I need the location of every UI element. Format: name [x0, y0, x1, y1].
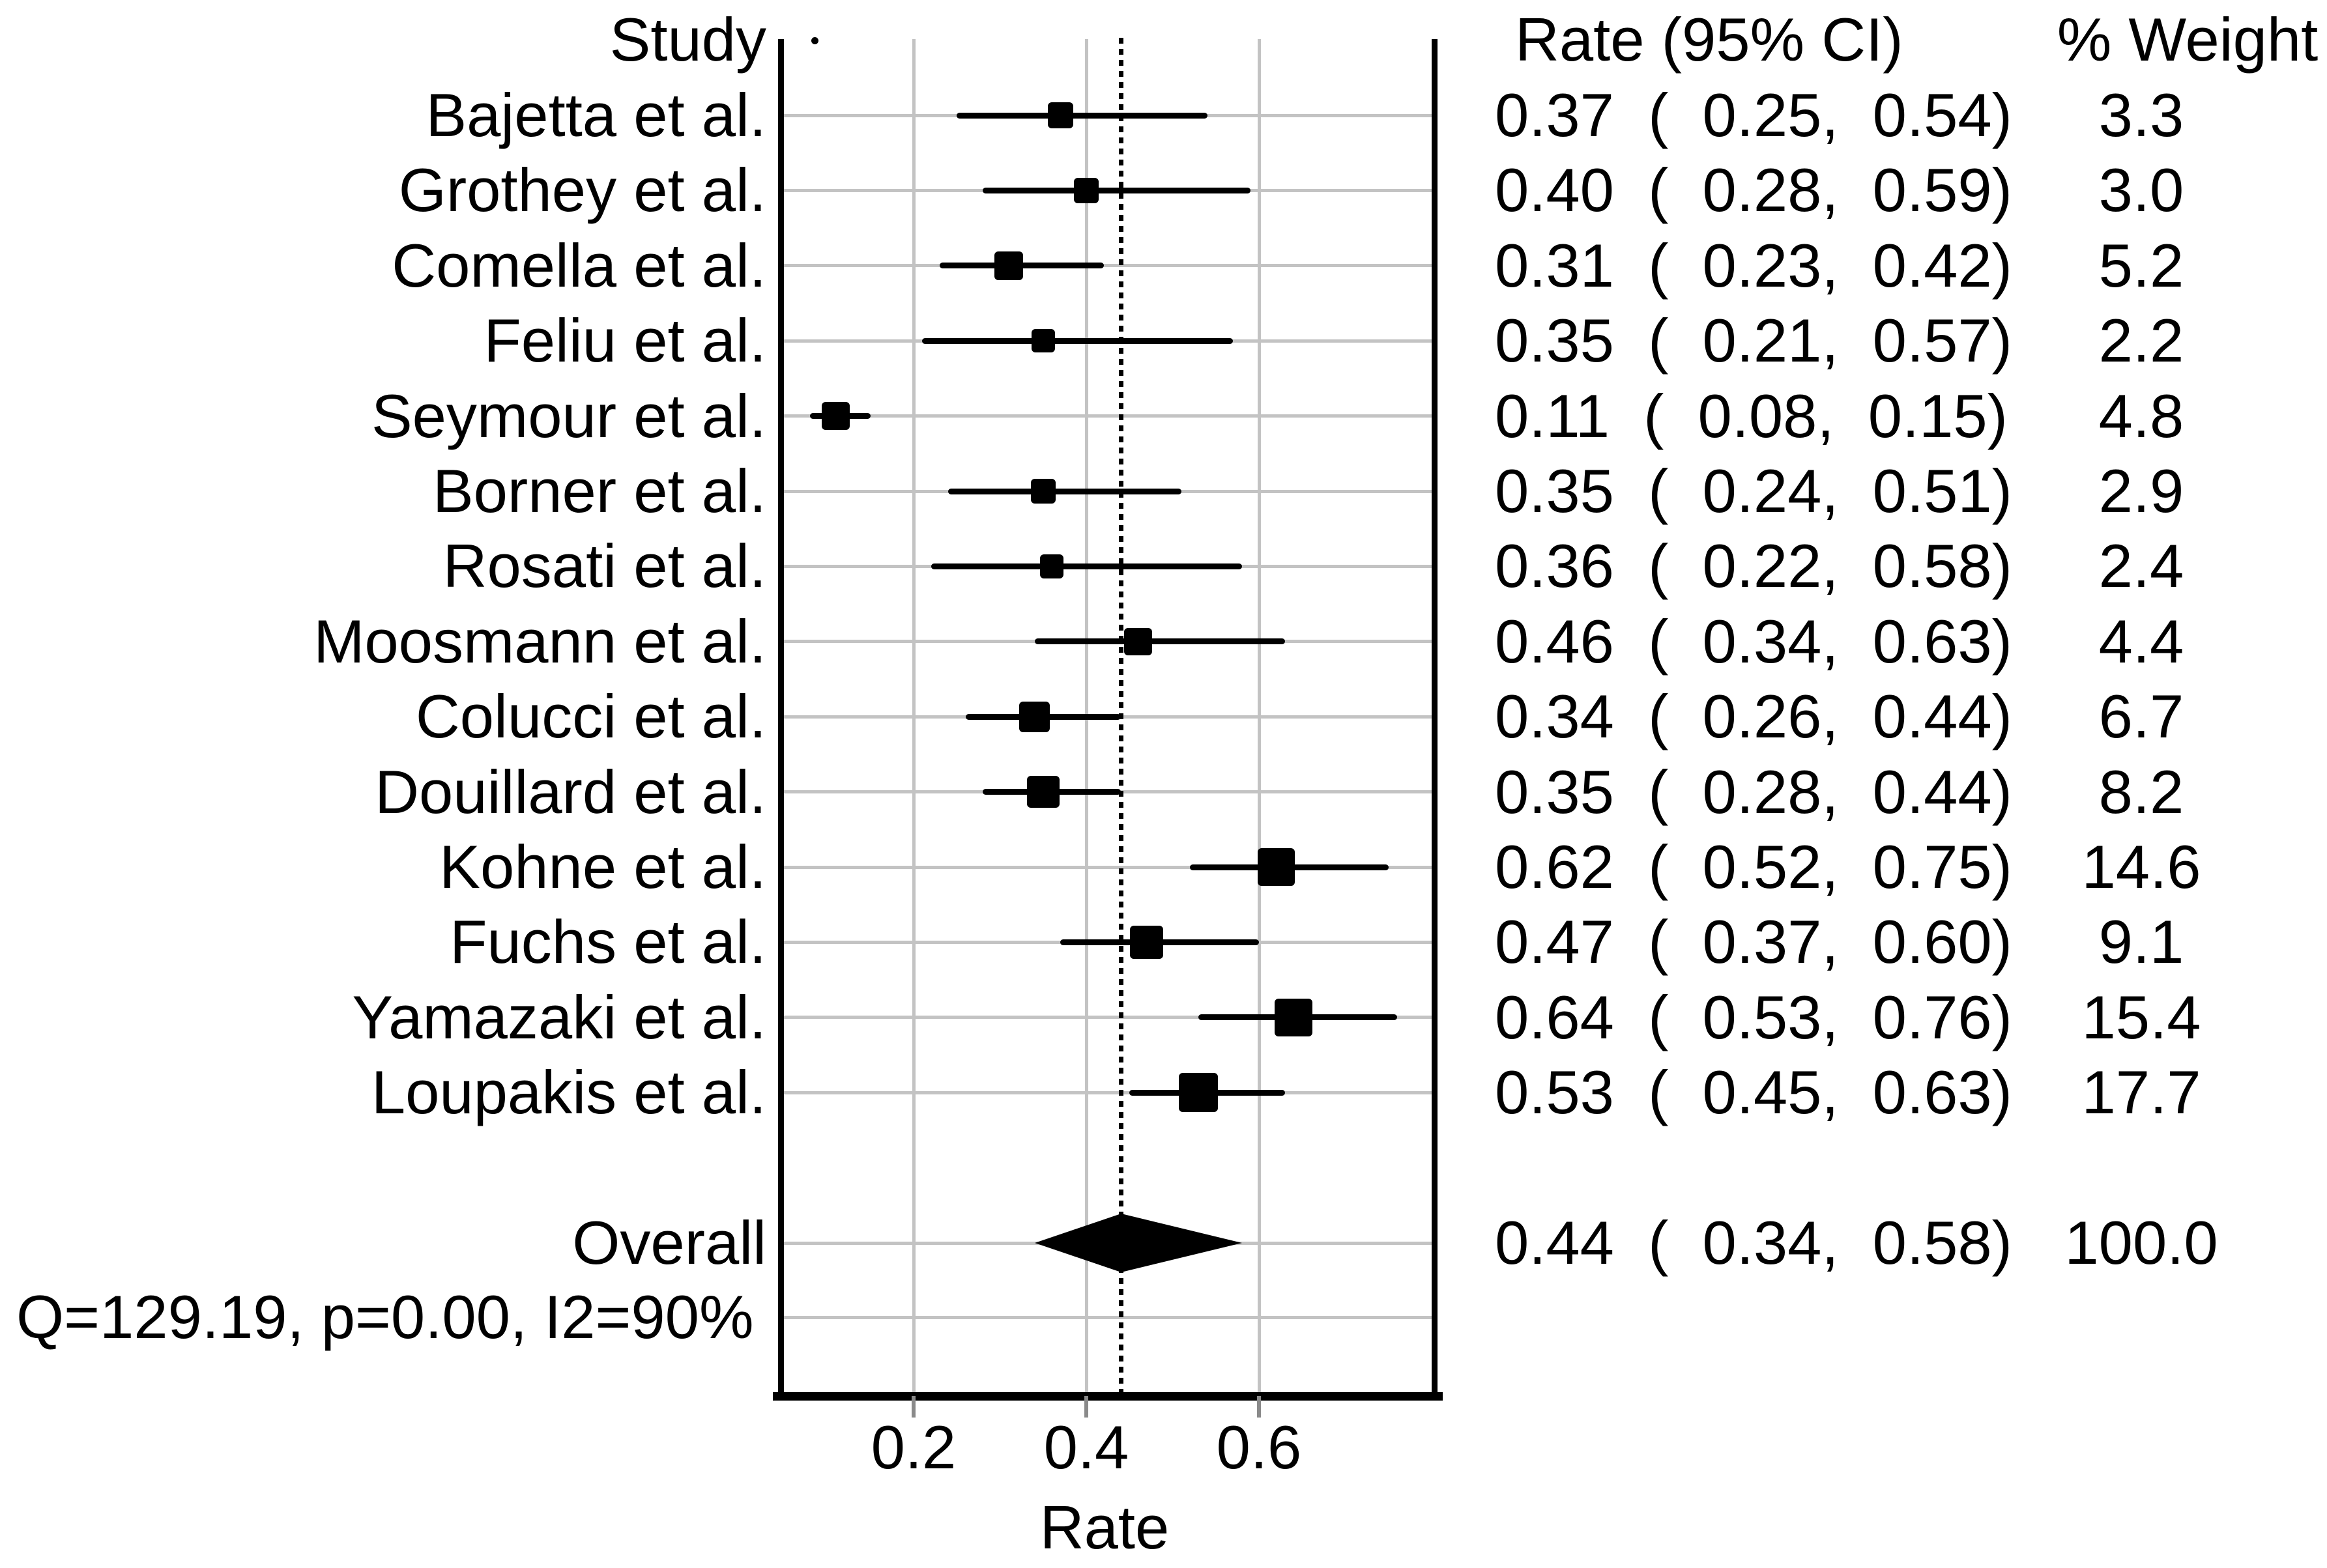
x-tick-mark: [1257, 1396, 1261, 1418]
rate-ci-value: 0.62 ( 0.52, 0.75): [1495, 833, 2012, 901]
weight-value: 15.4: [2081, 982, 2201, 1051]
plot-right-border: [1432, 39, 1438, 1396]
x-tick-mark: [1084, 1396, 1088, 1418]
effect-square: [1026, 775, 1060, 808]
weight-column-header: % Weight: [2057, 5, 2319, 74]
rate-ci-value: 0.34 ( 0.26, 0.44): [1495, 682, 2012, 751]
plot-left-border: [778, 39, 784, 1396]
overall-diamond: [1034, 1214, 1242, 1272]
x-tick-mark: [912, 1396, 916, 1418]
study-label: Moosmann et al.: [313, 606, 766, 676]
weight-value: 14.6: [2081, 833, 2201, 901]
weight-value: 5.2: [2098, 231, 2184, 300]
rate-ci-column-header: Rate (95% CI): [1515, 5, 1903, 74]
rate-ci-value: 0.37 ( 0.25, 0.54): [1495, 81, 2012, 149]
weight-value: 4.4: [2098, 606, 2184, 676]
rate-ci-value: 0.64 ( 0.53, 0.76): [1495, 982, 2012, 1051]
weight-value: 2.4: [2098, 532, 2184, 601]
study-label: Yamazaki et al.: [352, 982, 766, 1051]
weight-value: 4.8: [2098, 381, 2184, 450]
study-label: Loupakis et al.: [371, 1058, 766, 1127]
rate-ci-value: 0.31 ( 0.23, 0.42): [1495, 231, 2012, 300]
x-axis-line: [773, 1392, 1443, 1401]
overall-rate-ci-value: 0.44 ( 0.34, 0.58): [1495, 1208, 2012, 1277]
weight-value: 3.3: [2098, 81, 2184, 149]
effect-square: [1019, 701, 1050, 732]
row-gridline: [781, 1090, 1434, 1094]
rate-ci-value: 0.35 ( 0.24, 0.51): [1495, 457, 2012, 525]
rate-ci-value: 0.40 ( 0.28, 0.59): [1495, 156, 2012, 225]
rate-ci-value: 0.11 ( 0.08, 0.15): [1495, 381, 2008, 450]
row-gridline: [781, 414, 1434, 418]
ci-line: [983, 187, 1250, 193]
x-gridline: [912, 39, 916, 1396]
overall-weight-value: 100.0: [2064, 1208, 2218, 1277]
overall-label: Overall: [572, 1208, 766, 1277]
effect-square: [1257, 848, 1295, 886]
study-label: Colucci et al.: [415, 682, 766, 751]
study-label: Borner et al.: [432, 457, 766, 525]
weight-value: 2.2: [2098, 306, 2184, 375]
heterogeneity-stats: Q=129.19, p=0.00, I2=90%: [16, 1283, 754, 1351]
effect-square: [822, 401, 850, 431]
rate-ci-value: 0.47 ( 0.37, 0.60): [1495, 907, 2012, 976]
study-label: Bajetta et al.: [426, 81, 766, 149]
study-label: Rosati et al.: [442, 532, 766, 601]
rate-ci-value: 0.53 ( 0.45, 0.63): [1495, 1058, 2012, 1127]
ci-line: [1034, 638, 1285, 645]
effect-square: [994, 251, 1023, 280]
ci-line: [957, 112, 1207, 119]
weight-value: 9.1: [2098, 907, 2184, 976]
x-tick-label-0.4: 0.4: [1043, 1413, 1129, 1481]
study-label: Comella et al.: [392, 231, 766, 300]
x-tick-label-0.6: 0.6: [1216, 1413, 1302, 1481]
x-axis-label: Rate: [1039, 1493, 1170, 1561]
effect-square: [1039, 554, 1064, 578]
ci-line: [931, 563, 1242, 569]
ci-line: [922, 337, 1234, 344]
effect-square: [1073, 178, 1099, 203]
effect-square: [1047, 102, 1073, 128]
rate-ci-value: 0.46 ( 0.34, 0.63): [1495, 606, 2012, 676]
study-label: Kohne et al.: [439, 833, 766, 901]
study-label: Grothey et al.: [398, 156, 766, 225]
effect-square: [1031, 329, 1055, 353]
weight-value: 17.7: [2081, 1058, 2201, 1127]
row-gridline: [781, 1315, 1434, 1319]
weight-value: 3.0: [2098, 156, 2184, 225]
x-tick-label-0.2: 0.2: [871, 1413, 957, 1481]
effect-square: [1030, 478, 1056, 504]
effect-square: [1179, 1073, 1219, 1113]
rate-ci-value: 0.35 ( 0.21, 0.57): [1495, 306, 2012, 375]
x-gridline: [1257, 39, 1261, 1396]
effect-square: [1124, 627, 1152, 655]
weight-value: 8.2: [2098, 757, 2184, 826]
row-gridline: [781, 1016, 1434, 1019]
rate-ci-value: 0.36 ( 0.22, 0.58): [1495, 532, 2012, 601]
study-label: Seymour et al.: [371, 381, 766, 450]
weight-value: 6.7: [2098, 682, 2184, 751]
overall-reference-line: [1118, 38, 1123, 1396]
rate-ci-value: 0.35 ( 0.28, 0.44): [1495, 757, 2012, 826]
ci-line: [948, 488, 1181, 494]
effect-square: [1274, 998, 1312, 1036]
study-label: Douillard et al.: [375, 757, 766, 826]
study-column-header: Study: [609, 5, 766, 74]
row-gridline: [781, 865, 1434, 869]
row-gridline: [781, 264, 1434, 268]
weight-value: 2.9: [2098, 457, 2184, 525]
effect-square: [1130, 925, 1164, 959]
study-label: Feliu et al.: [484, 306, 766, 375]
study-label: Fuchs et al.: [450, 907, 766, 976]
plot-top-dot: [811, 37, 818, 44]
